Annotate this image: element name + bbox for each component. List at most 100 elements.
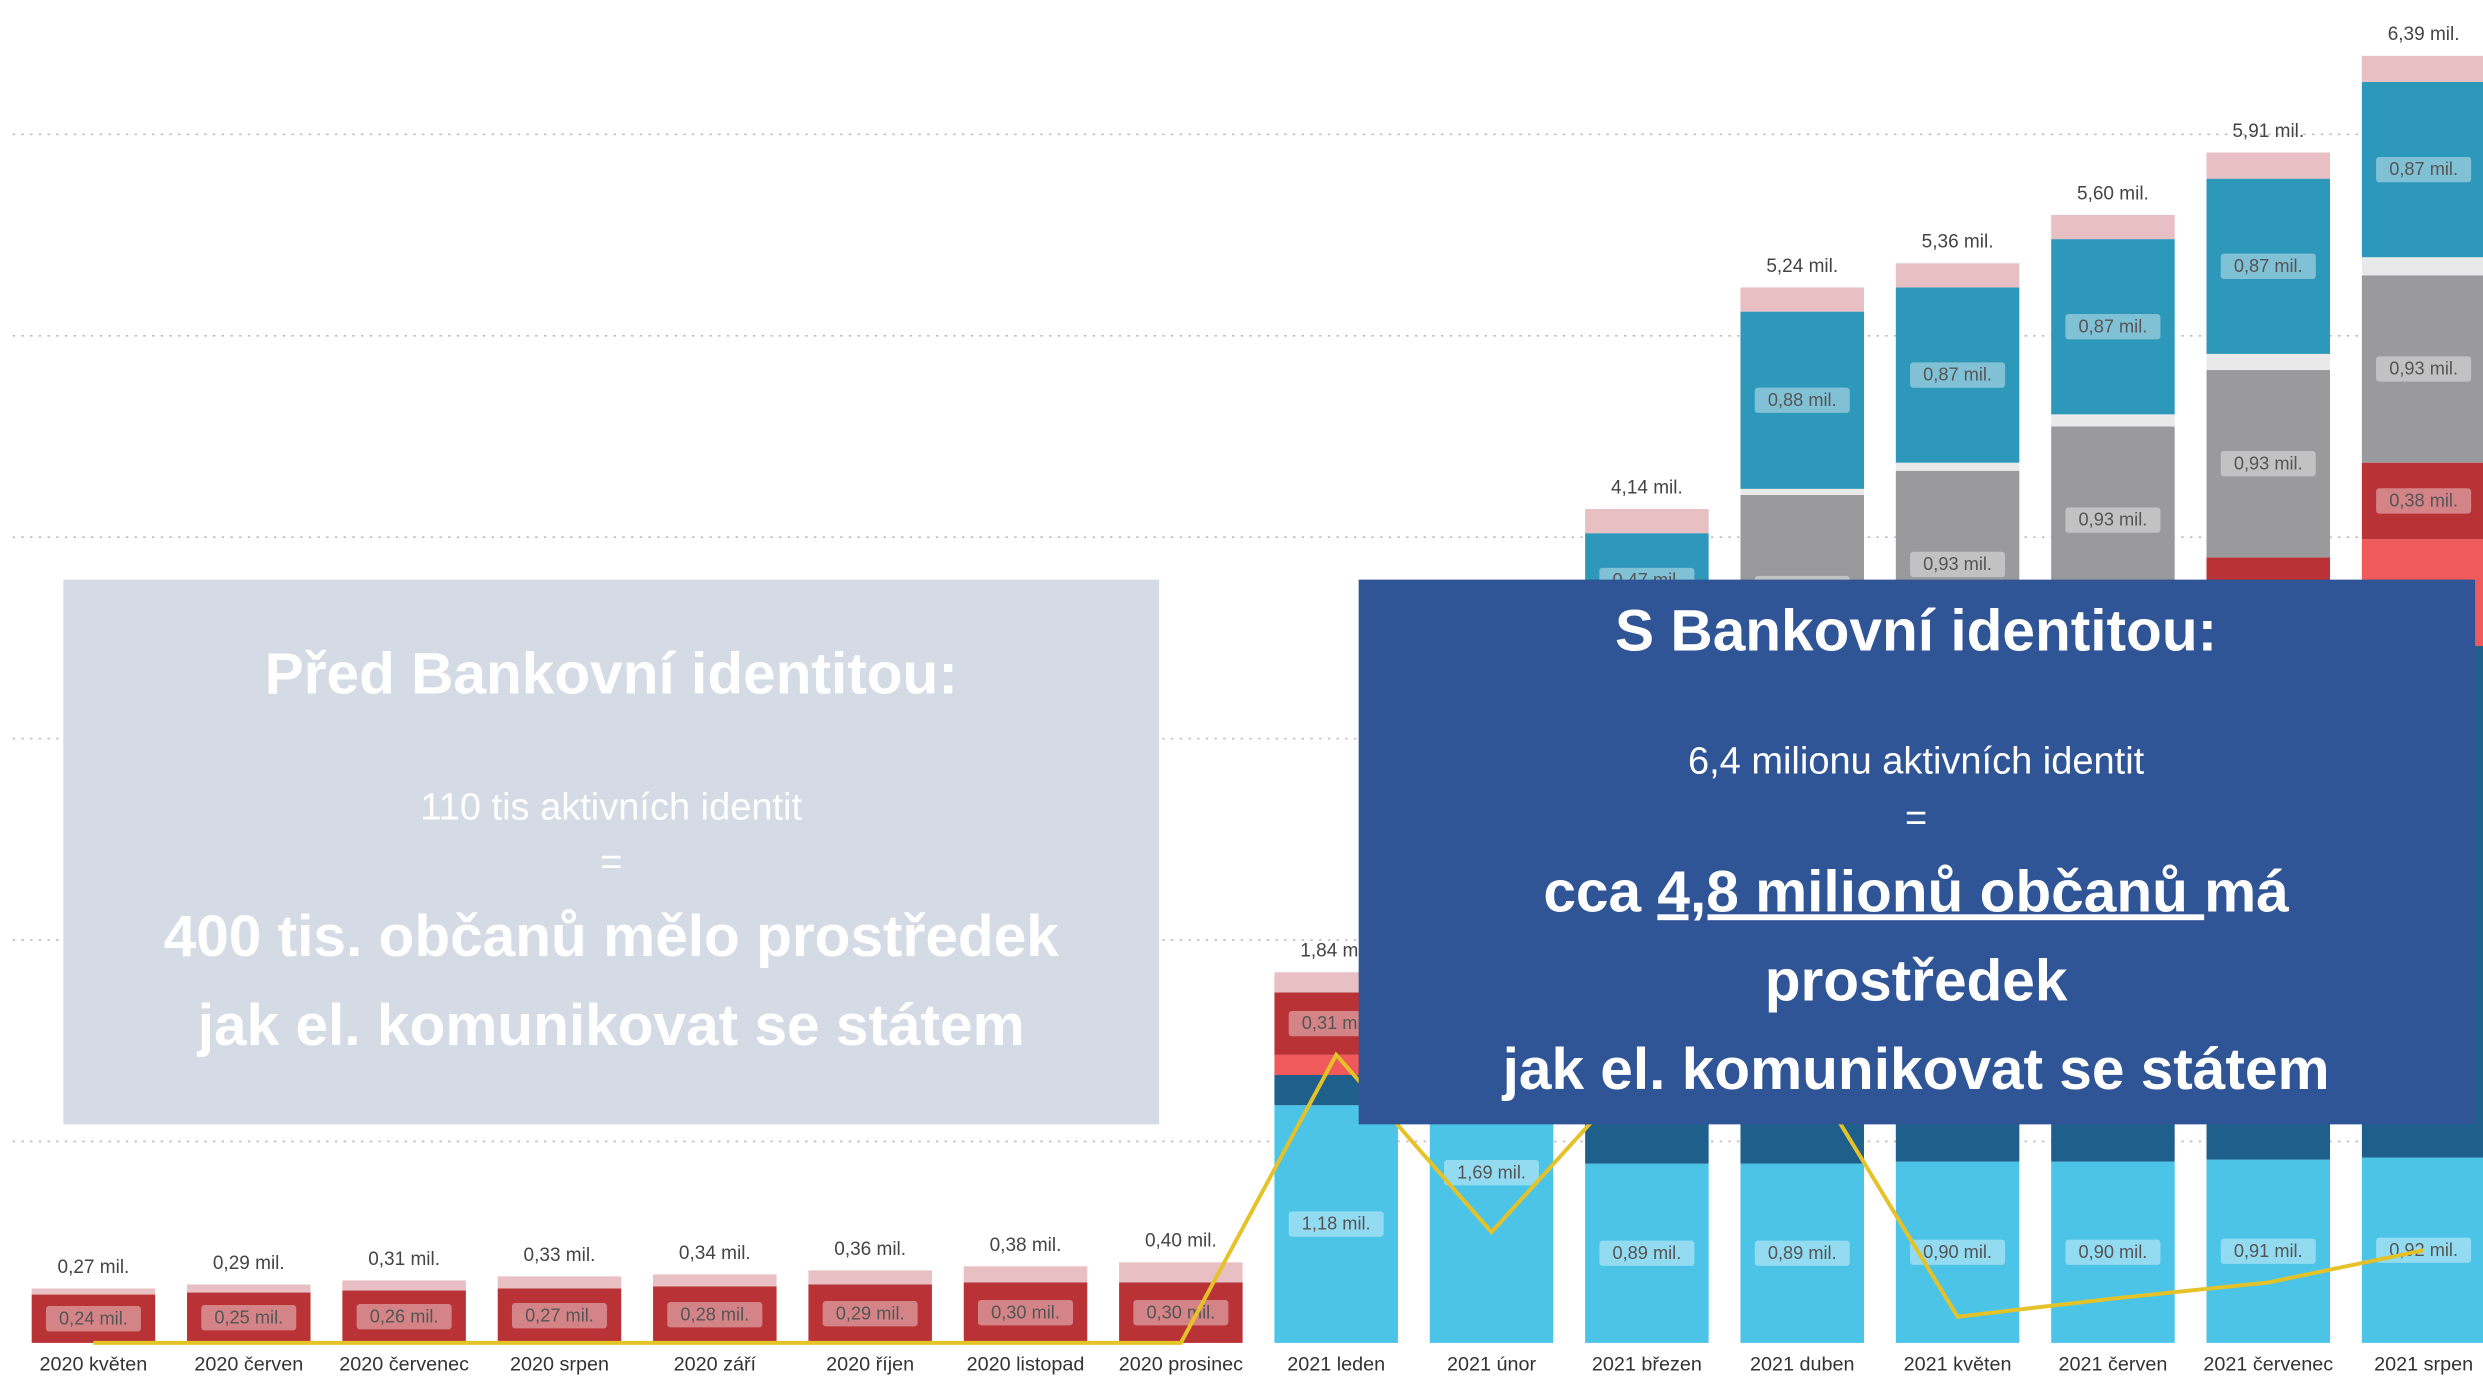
data-label: 0,87 mil. [2234,256,2303,276]
bar-segment [1895,263,2020,288]
data-label-bg [1288,1211,1384,1237]
data-label-bg [667,1302,763,1328]
total-label: 5,24 mil. [1766,256,1838,277]
line [93,1051,2425,1345]
total-label: 0,38 mil. [990,1235,1062,1256]
bar-segment [2361,275,2483,463]
data-label: 0,31 mil. [1302,1013,1371,1033]
left-line: = [600,842,622,884]
x-tick-label: 2021 březen [1592,1353,1702,1375]
bar-segment [2361,81,2483,258]
x-tick-label: 2021 květen [1904,1353,2012,1375]
total-label: 4,14 mil. [1611,477,1683,498]
total-label: 0,33 mil. [524,1245,596,1266]
left-line: jak el. komunikovat se státem [197,993,1025,1058]
data-label-bg [356,1304,452,1330]
x-tick-label: 2020 listopad [967,1353,1085,1375]
x-tick-label: 2020 září [674,1353,757,1375]
bar-segment [653,1286,777,1343]
x-tick-label: 2021 duben [1750,1353,1855,1375]
total-label: 0,40 mil. [1145,1231,1217,1252]
x-tick-label: 2021 červen [2058,1353,2167,1375]
bar-segment [497,1276,622,1289]
right-line: prostředek [1765,948,2068,1013]
data-label: 0,26 mil. [370,1306,439,1326]
data-label-bg [1910,362,2006,388]
total-label: 5,36 mil. [1922,232,1994,253]
data-label: 0,89 mil. [1768,1243,1837,1263]
right-box-bg [1358,579,2476,1125]
data-label-bg [2220,253,2316,279]
total-label: 5,60 mil. [2077,183,2149,204]
text-part: má [2204,860,2289,925]
x-tick-label: 2021 únor [1447,1353,1537,1375]
bar-segment [2361,257,2483,276]
bar-segment [1740,311,1864,489]
x-tick-label: 2020 květen [40,1353,148,1375]
bar-segment [31,1294,156,1343]
data-label: 0,93 mil. [1923,554,1992,574]
bar-segment [187,1284,311,1293]
bar-segment [1740,1163,1864,1343]
bar-segment [1740,287,1864,312]
bar-segment [2206,353,2331,371]
bar-segment [342,1290,466,1343]
bar-segment [1895,287,2020,463]
data-label: 0,91 mil. [2234,1241,2303,1261]
bar-segment [31,1288,156,1295]
data-label-bg [1754,1240,1850,1266]
data-label: 1,69 mil. [1457,1162,1526,1182]
data-label: 0,90 mil. [1923,1242,1992,1262]
bar-segment [1585,1163,1709,1343]
total-label: 1,84 mil. [1300,941,1372,962]
data-label: 0,28 mil. [680,1304,749,1324]
bar-segment [497,1288,622,1343]
x-tick-label: 2021 leden [1287,1353,1385,1375]
data-label-bg [2376,356,2472,382]
bar-segment [2206,178,2331,354]
data-label-bg [2220,451,2316,477]
total-label: 0,34 mil. [679,1243,751,1264]
bar-segment [2206,370,2331,558]
total-label: 5,91 mil. [2232,121,2304,142]
total-label: 0,31 mil. [368,1249,440,1270]
x-tick-label: 2020 říjen [826,1353,914,1375]
left-line: 400 tis. občanů mělo prostředek [164,904,1060,969]
bar-segment [187,1292,311,1343]
x-tick-label: 2020 červen [194,1353,303,1375]
bar-segment [1119,1282,1243,1343]
data-label-bg [1910,1239,2006,1265]
data-label: 0,87 mil. [2079,316,2148,336]
data-label-bg [1754,387,1850,413]
right-line: cca 4,8 milionů občanů má [1543,860,2289,925]
total-label: 0,36 mil. [834,1239,906,1260]
data-label-bg [2065,1239,2161,1265]
bar-segment [1585,509,1709,534]
data-label: 0,38 mil. [2389,491,2458,511]
text-part-underlined: 4,8 milionů občanů [1657,860,2204,925]
data-label-bg [1910,551,2006,578]
bar-segment [1895,462,2020,471]
x-tick-label: 2021 červenec [2203,1353,2333,1375]
bar-segment [1740,488,1864,495]
data-label-bg [1133,1300,1229,1326]
left-box: Před Bankovní identitou: 110 tis aktivní… [63,579,1160,1125]
data-label: 0,93 mil. [2389,359,2458,379]
data-label-bg [2376,156,2472,183]
bar-segment [808,1270,932,1285]
data-label-bg [2376,488,2472,514]
data-label-bg [2065,507,2161,533]
bar-segment [2051,239,2175,415]
left-title: Před Bankovní identitou: [265,641,958,706]
bar-segment [2361,462,2483,540]
right-line: 6,4 milionu aktivních identit [1688,740,2145,782]
data-label: 0,87 mil. [1923,365,1992,385]
data-label: 0,90 mil. [2079,1242,2148,1262]
bar-segment [2051,1161,2175,1343]
bar-segment [2051,414,2175,427]
bar-segment [808,1284,932,1343]
bar-segment [2206,152,2331,179]
bar-segment [342,1280,466,1291]
